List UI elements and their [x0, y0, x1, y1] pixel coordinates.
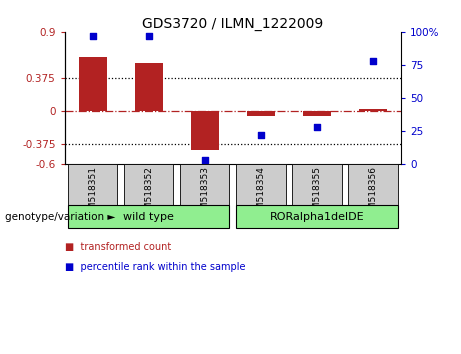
Point	[369, 58, 377, 64]
Point	[145, 33, 152, 39]
Text: GSM518352: GSM518352	[144, 166, 153, 221]
Bar	[78, 57, 106, 111]
Text: RORalpha1delDE: RORalpha1delDE	[270, 212, 364, 222]
Bar	[349, 164, 398, 205]
Bar	[191, 111, 219, 150]
Text: GSM518351: GSM518351	[88, 166, 97, 221]
Text: ■  transformed count: ■ transformed count	[65, 242, 171, 252]
Bar	[292, 164, 342, 205]
Bar	[303, 111, 331, 116]
Bar	[247, 111, 275, 115]
Bar	[124, 164, 173, 205]
Text: GSM518354: GSM518354	[256, 166, 266, 221]
Point	[89, 33, 96, 39]
Point	[257, 132, 265, 138]
Text: wild type: wild type	[123, 212, 174, 222]
Text: genotype/variation ►: genotype/variation ►	[5, 212, 115, 222]
Bar	[68, 205, 230, 228]
Text: GSM518355: GSM518355	[313, 166, 321, 221]
Bar	[180, 164, 230, 205]
Text: ■  percentile rank within the sample: ■ percentile rank within the sample	[65, 262, 245, 272]
Bar	[68, 164, 117, 205]
Bar	[236, 164, 285, 205]
Bar	[359, 109, 387, 111]
Bar	[135, 63, 163, 111]
Text: GSM518356: GSM518356	[368, 166, 378, 221]
Point	[313, 124, 321, 130]
Point	[201, 157, 208, 163]
Text: GSM518353: GSM518353	[200, 166, 209, 221]
Title: GDS3720 / ILMN_1222009: GDS3720 / ILMN_1222009	[142, 17, 324, 31]
Bar	[236, 205, 398, 228]
